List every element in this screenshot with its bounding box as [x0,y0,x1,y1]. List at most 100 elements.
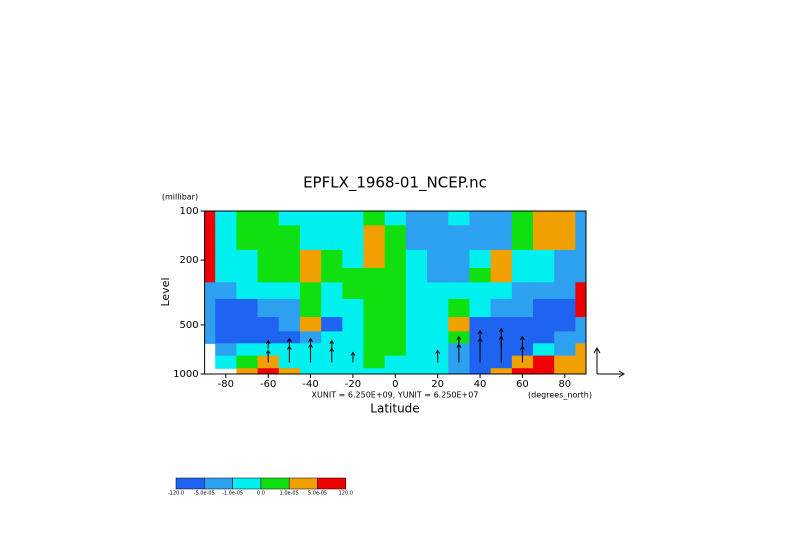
contour-cell [342,298,365,318]
vector-scale-label: XUNIT = 6.250E+09, YUNIT = 6.250E+07 [312,391,479,400]
contour-cell [575,368,586,374]
contour-cell [384,211,407,226]
y-tick-label: 500 [180,320,199,331]
contour-cell [215,343,237,357]
contour-cell [384,298,407,318]
contour-cell [554,343,577,357]
contour-cell [236,298,259,318]
contour-cell [342,343,365,357]
contour-cell [511,225,534,251]
colorbar-label: 1.0e-05 [280,491,299,497]
x-tick-label: 60 [516,379,529,390]
contour-cell [490,317,513,332]
contour-cell [511,298,534,318]
contour-cell [204,331,216,344]
contour-cell [299,282,322,300]
vector-arrow [498,327,504,349]
contour-cell [342,282,365,300]
contour-cell [405,225,428,251]
contour-cell [427,225,449,251]
contour-cell [342,225,365,251]
y-tick-label: 1000 [173,369,198,380]
contour-cell [575,249,586,269]
y-tick-label: 100 [180,206,199,217]
contour-cell [278,282,301,300]
contour-cell [384,368,407,374]
contour-cell [236,225,259,251]
contour-cell [236,211,259,226]
x-tick-label: 80 [558,379,571,390]
contour-cell [405,343,428,357]
contour-cell [299,267,322,283]
contour-cell [204,211,216,226]
contour-cell [236,282,259,300]
contour-cell [533,368,555,374]
contour-cell [236,331,259,344]
contour-cell [204,282,216,300]
contour-cell [257,211,280,226]
contour-cell [215,249,237,269]
colorbar-swatch [260,477,290,490]
contour-cell [511,282,534,300]
contour-cell [554,355,577,369]
contour-cell [511,211,534,226]
contour-cell [321,298,343,318]
contour-cell [469,317,492,332]
contour-cell [215,317,237,332]
colorbar-label: -120.0 [168,491,184,497]
contour-cell [427,331,449,344]
contour-cell [257,368,280,374]
contour-cell [363,343,386,357]
contour-cell [278,267,301,283]
contour-cell [554,267,577,283]
contour-cell [384,317,407,332]
contour-cell [204,249,216,269]
contour-cell [278,317,301,332]
contour-cell [405,282,428,300]
x-axis-label: Latitude [370,402,419,416]
contour-cell [215,267,237,283]
contour-cell [299,249,322,269]
contour-cell [363,331,386,344]
colorbar-swatch [288,477,318,490]
contour-cell [236,343,259,357]
contour-cell [554,211,577,226]
contour-cell [257,298,280,318]
contour-cell [490,225,513,251]
chart-title: EPFLX_1968-01_NCEP.nc [303,174,487,193]
x-tick-label: 0 [392,379,398,390]
contour-cell [405,317,428,332]
contour-cell [321,317,343,332]
contour-cell [278,331,301,344]
contour-cell [384,225,407,251]
contour-cell [448,267,471,283]
contour-cell [257,317,280,332]
colorbar-label: -5.0e-05 [194,491,215,497]
contour-cell [215,298,237,318]
contour-cell [405,249,428,269]
contour-cell [257,343,280,357]
contour-cell [321,282,343,300]
contour-cell [278,225,301,251]
contour-cell [448,225,471,251]
contour-cell [533,249,555,269]
contour-cell [469,368,492,374]
x-tick-label: -60 [260,379,276,390]
contour-cell [448,298,471,318]
contour-cell [342,317,365,332]
contour-cell [215,282,237,300]
contour-cell [511,267,534,283]
contour-cell [533,225,555,251]
x-tick-label: -80 [218,379,234,390]
contour-cell [204,298,216,318]
contour-cell [448,282,471,300]
contour-cell [299,368,322,374]
reference-arrow [593,347,625,378]
contour-cell [533,331,555,344]
contour-cell [236,267,259,283]
colorbar-swatch [204,477,233,490]
contour-cell [257,249,280,269]
contour-cell [236,249,259,269]
contour-cell [575,355,586,369]
